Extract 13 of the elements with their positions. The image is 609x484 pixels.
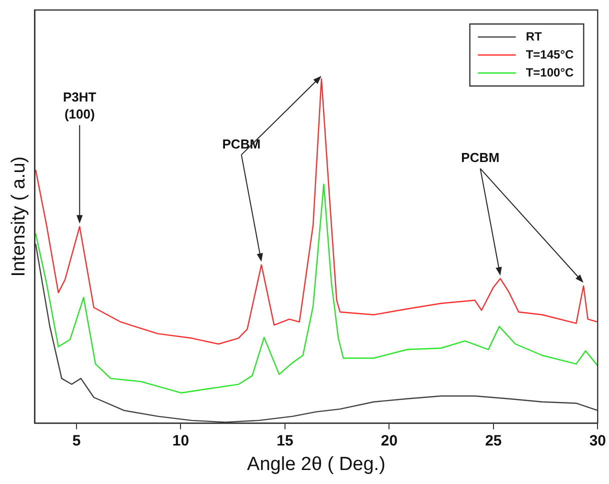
x-tick-label: 10 bbox=[172, 432, 190, 450]
annotation: PCBM bbox=[461, 150, 500, 166]
x-tick-label: 15 bbox=[276, 432, 294, 450]
y-axis-title: Intensity ( a.u) bbox=[8, 156, 30, 277]
legend-label: RT bbox=[526, 29, 542, 44]
legend-label: T=100°C bbox=[526, 65, 574, 80]
x-tick-label: 30 bbox=[589, 432, 606, 450]
x-tick-label: 25 bbox=[485, 432, 502, 450]
x-axis-title: Angle 2θ ( Deg.) bbox=[247, 454, 386, 475]
legend-label: T=145°C bbox=[526, 47, 574, 62]
annotation: P3HT (100) bbox=[63, 90, 96, 122]
x-tick-label: 5 bbox=[72, 432, 81, 450]
x-tick-label: 20 bbox=[380, 432, 398, 450]
